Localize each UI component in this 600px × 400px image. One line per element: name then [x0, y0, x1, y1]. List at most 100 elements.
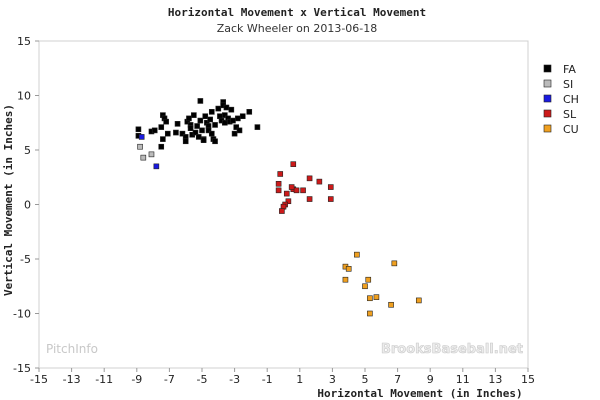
point-si — [148, 151, 155, 158]
point-fa — [192, 129, 199, 136]
point-ch — [153, 163, 160, 170]
point-sl — [327, 184, 334, 190]
y-tick-label: -5 — [20, 253, 31, 266]
legend: FA SI CH SL CU — [543, 63, 579, 136]
point-sl — [285, 198, 292, 205]
x-tick-label: 13 — [488, 373, 502, 386]
y-tick-label: 0 — [24, 199, 31, 212]
point-fa — [207, 116, 213, 123]
point-si — [137, 143, 143, 150]
point-cu — [365, 276, 372, 283]
point-fa — [254, 124, 261, 130]
point-fa — [208, 109, 215, 115]
point-fa — [233, 124, 240, 130]
point-cu — [373, 294, 380, 300]
x-tick-label: 1 — [296, 373, 303, 386]
chart-title: Horizontal Movement x Vertical Movement — [168, 6, 426, 19]
point-fa — [246, 109, 253, 115]
point-fa — [195, 134, 202, 140]
point-fa — [235, 115, 241, 122]
point-fa — [222, 112, 228, 118]
point-fa — [163, 118, 169, 125]
point-fa — [187, 125, 194, 131]
legend-swatch-ch — [543, 94, 552, 103]
point-fa — [205, 127, 212, 134]
point-cu — [354, 251, 360, 258]
y-tick-label: -15 — [13, 362, 31, 375]
point-fa — [223, 104, 230, 111]
point-fa — [197, 98, 204, 104]
point-sl — [279, 208, 285, 214]
point-sl — [293, 187, 300, 194]
point-fa — [212, 122, 218, 128]
point-sl — [288, 184, 295, 190]
point-sl — [290, 161, 297, 167]
x-tick-label: -15 — [30, 373, 48, 386]
chart-subtitle: Zack Wheeler on 2013-06-18 — [217, 22, 378, 35]
point-cu — [391, 260, 398, 267]
point-cu — [367, 310, 373, 317]
legend-label-cu: CU — [563, 123, 579, 136]
legend-label-sl: SL — [563, 108, 577, 121]
point-cu — [367, 295, 373, 302]
x-tick-label: -1 — [262, 373, 273, 386]
x-tick-label: 7 — [394, 373, 401, 386]
legend-swatch-sl — [543, 109, 552, 118]
point-fa — [186, 115, 192, 122]
point-fa — [182, 138, 189, 145]
x-tick-label: -9 — [131, 373, 142, 386]
x-tick-label: 5 — [362, 373, 369, 386]
x-tick-label: -7 — [164, 373, 175, 386]
y-tick-label: 10 — [17, 90, 31, 103]
x-axis-ticks: -15 -13 -11 -9 -7 -5 -3 -1 1 3 5 7 9 11 13 15 — [30, 368, 535, 386]
y-axis-ticks: -15 -10 -5 0 5 10 15 — [13, 35, 39, 375]
x-tick-label: -13 — [63, 373, 81, 386]
point-fa — [202, 113, 209, 120]
point-cu — [388, 301, 394, 308]
legend-label-fa: FA — [563, 63, 576, 76]
point-sl — [277, 171, 284, 177]
point-fa — [173, 129, 179, 136]
legend-swatch-cu — [543, 124, 552, 133]
legend-swatch-si — [543, 79, 552, 88]
point-fa — [164, 130, 171, 137]
x-tick-label: -5 — [197, 373, 208, 386]
point-fa — [239, 113, 246, 120]
point-si — [140, 154, 147, 161]
y-tick-label: -10 — [13, 308, 31, 321]
point-cu — [362, 283, 368, 290]
point-sl — [306, 196, 313, 202]
point-sl — [306, 175, 313, 182]
y-tick-label: 15 — [17, 35, 31, 48]
point-fa — [212, 138, 218, 145]
x-tick-label: 9 — [427, 373, 434, 386]
point-fa — [194, 123, 200, 129]
x-tick-label: -3 — [229, 373, 240, 386]
point-fa — [197, 117, 204, 124]
point-fa — [228, 106, 235, 113]
point-fa — [160, 136, 166, 142]
x-tick-label: -11 — [95, 373, 113, 386]
point-cu — [415, 297, 422, 304]
watermark-pitchinfo: PitchInfo — [46, 342, 98, 356]
point-fa — [179, 130, 186, 137]
point-sl — [316, 178, 323, 185]
point-cu — [345, 266, 352, 272]
point-fa — [199, 127, 205, 134]
point-sl — [283, 190, 290, 197]
point-fa — [236, 127, 243, 134]
point-fa — [151, 127, 158, 134]
point-fa — [200, 137, 207, 143]
legend-label-ch: CH — [563, 93, 579, 106]
data-points — [135, 98, 422, 317]
point-fa — [174, 121, 181, 127]
point-ch — [138, 134, 145, 140]
point-sl — [327, 196, 334, 202]
point-cu — [342, 276, 349, 283]
point-fa — [215, 105, 222, 112]
point-fa — [158, 143, 165, 150]
point-fa — [231, 130, 238, 137]
point-sl — [275, 180, 282, 187]
y-axis-label: Vertical Movement (in Inches) — [2, 104, 15, 296]
